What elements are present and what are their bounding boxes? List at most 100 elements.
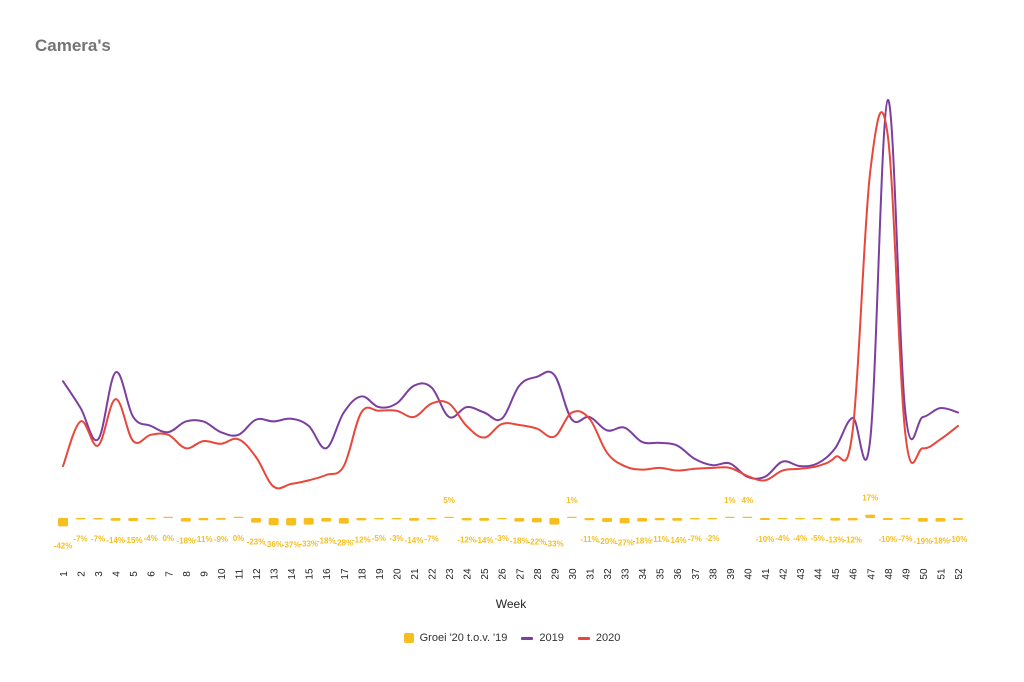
bar-week-47[interactable] bbox=[865, 514, 876, 518]
x-tick-3: 3 bbox=[94, 571, 105, 577]
bar-week-2[interactable] bbox=[75, 518, 86, 520]
bar-label-week-38: -2% bbox=[705, 534, 719, 543]
bar-week-9[interactable] bbox=[198, 518, 209, 521]
bar-data-labels: -42%-7% -7% -14%-15% -4% 0% -18% -11% -9% 0% -23%… bbox=[54, 494, 968, 551]
bar-week-15[interactable] bbox=[303, 518, 314, 525]
bar-label-week-47: 17% bbox=[862, 494, 878, 503]
bar-week-35[interactable] bbox=[654, 518, 665, 521]
bar-week-18[interactable] bbox=[356, 518, 367, 521]
bar-week-22[interactable] bbox=[426, 518, 437, 520]
x-tick-41: 41 bbox=[761, 568, 772, 580]
bar-label-week-31: -11% bbox=[580, 535, 598, 544]
legend-swatch-2019 bbox=[521, 636, 534, 640]
bar-week-44[interactable] bbox=[812, 518, 823, 520]
bar-week-27[interactable] bbox=[514, 518, 525, 522]
bar-week-20[interactable] bbox=[391, 518, 402, 520]
x-tick-37: 37 bbox=[691, 568, 702, 580]
bar-week-26[interactable] bbox=[496, 518, 507, 520]
x-tick-9: 9 bbox=[199, 571, 210, 577]
bar-week-48[interactable] bbox=[882, 518, 893, 520]
x-tick-5: 5 bbox=[129, 571, 140, 577]
line-2019[interactable] bbox=[62, 98, 959, 480]
bar-label-week-37: -7% bbox=[688, 534, 702, 543]
bar-label-week-2: -7% bbox=[73, 534, 87, 543]
bar-week-45[interactable] bbox=[830, 518, 841, 521]
bar-week-43[interactable] bbox=[795, 518, 806, 520]
bar-week-36[interactable] bbox=[672, 518, 683, 521]
x-tick-7: 7 bbox=[164, 571, 175, 577]
bar-week-39[interactable] bbox=[724, 516, 735, 518]
bar-label-week-52: -10% bbox=[949, 535, 968, 544]
bar-week-16[interactable] bbox=[321, 518, 332, 522]
bar-week-5[interactable] bbox=[128, 518, 139, 521]
bar-week-17[interactable] bbox=[338, 518, 349, 524]
bar-label-week-12: -23% bbox=[247, 538, 266, 547]
x-tick-25: 25 bbox=[480, 568, 491, 580]
bar-week-51[interactable] bbox=[935, 518, 946, 522]
bar-label-week-13: -36% bbox=[264, 540, 283, 549]
bar-label-week-6: -4% bbox=[144, 534, 158, 543]
bar-week-49[interactable] bbox=[900, 518, 911, 520]
bar-label-week-15: -33% bbox=[299, 540, 318, 549]
bar-week-23[interactable] bbox=[444, 516, 455, 518]
bar-week-4[interactable] bbox=[110, 518, 121, 521]
bar-week-33[interactable] bbox=[619, 518, 630, 524]
bar-label-week-1: -42% bbox=[54, 541, 73, 550]
bar-label-week-45: -13% bbox=[826, 536, 845, 545]
bar-week-12[interactable] bbox=[251, 518, 262, 523]
x-tick-39: 39 bbox=[726, 568, 737, 580]
x-tick-4: 4 bbox=[112, 571, 123, 577]
legend-item-2020[interactable]: 2020 bbox=[577, 632, 620, 644]
bar-week-28[interactable] bbox=[531, 518, 542, 523]
x-tick-34: 34 bbox=[638, 568, 649, 580]
bar-label-week-29: -33% bbox=[545, 540, 564, 549]
x-tick-11: 11 bbox=[234, 568, 245, 579]
x-tick-36: 36 bbox=[673, 568, 684, 580]
bar-week-41[interactable] bbox=[759, 518, 770, 520]
bar-label-week-21: -14% bbox=[405, 536, 424, 545]
x-tick-21: 21 bbox=[410, 568, 421, 580]
x-tick-33: 33 bbox=[621, 568, 632, 580]
x-tick-2: 2 bbox=[77, 571, 88, 577]
bar-week-7[interactable] bbox=[163, 516, 174, 518]
bar-week-52[interactable] bbox=[953, 518, 963, 520]
bar-week-30[interactable] bbox=[566, 516, 577, 518]
bar-label-week-16: -18% bbox=[317, 537, 336, 546]
bar-week-21[interactable] bbox=[408, 518, 419, 521]
bar-week-25[interactable] bbox=[479, 518, 490, 521]
bar-label-week-41: -10% bbox=[756, 535, 775, 544]
bar-week-10[interactable] bbox=[215, 518, 226, 520]
bar-label-week-18: -12% bbox=[352, 535, 371, 544]
bar-week-42[interactable] bbox=[777, 518, 788, 520]
bar-week-1[interactable] bbox=[58, 518, 68, 527]
legend-item-2019[interactable]: 2019 bbox=[521, 632, 564, 644]
x-tick-52: 52 bbox=[954, 568, 965, 580]
x-tick-46: 46 bbox=[849, 568, 860, 580]
legend-item-growth[interactable]: Groei '20 t.o.v. '19 bbox=[403, 632, 507, 644]
bar-week-19[interactable] bbox=[373, 518, 384, 520]
bar-week-24[interactable] bbox=[461, 518, 472, 521]
x-tick-43: 43 bbox=[796, 568, 807, 580]
line-2020[interactable] bbox=[62, 111, 959, 490]
bar-week-50[interactable] bbox=[917, 518, 928, 522]
bar-week-46[interactable] bbox=[847, 518, 858, 521]
bar-week-14[interactable] bbox=[286, 518, 297, 526]
bar-label-week-19: -5% bbox=[372, 534, 386, 543]
bar-week-32[interactable] bbox=[602, 518, 613, 522]
bar-week-37[interactable] bbox=[689, 518, 700, 520]
bar-week-40[interactable] bbox=[742, 516, 753, 518]
bar-week-13[interactable] bbox=[268, 518, 279, 526]
bar-week-3[interactable] bbox=[93, 518, 104, 520]
bar-label-week-3: -7% bbox=[91, 534, 105, 543]
bar-label-week-8: -18% bbox=[176, 537, 195, 546]
bar-week-31[interactable] bbox=[584, 518, 595, 521]
bar-week-29[interactable] bbox=[549, 518, 560, 525]
bar-week-34[interactable] bbox=[637, 518, 648, 522]
bar-week-8[interactable] bbox=[180, 518, 191, 522]
x-tick-15: 15 bbox=[305, 568, 316, 580]
bar-label-week-46: -12% bbox=[843, 535, 862, 544]
x-tick-44: 44 bbox=[814, 568, 825, 580]
bar-week-6[interactable] bbox=[145, 518, 156, 520]
bar-week-38[interactable] bbox=[707, 518, 718, 520]
bar-week-11[interactable] bbox=[233, 516, 244, 518]
